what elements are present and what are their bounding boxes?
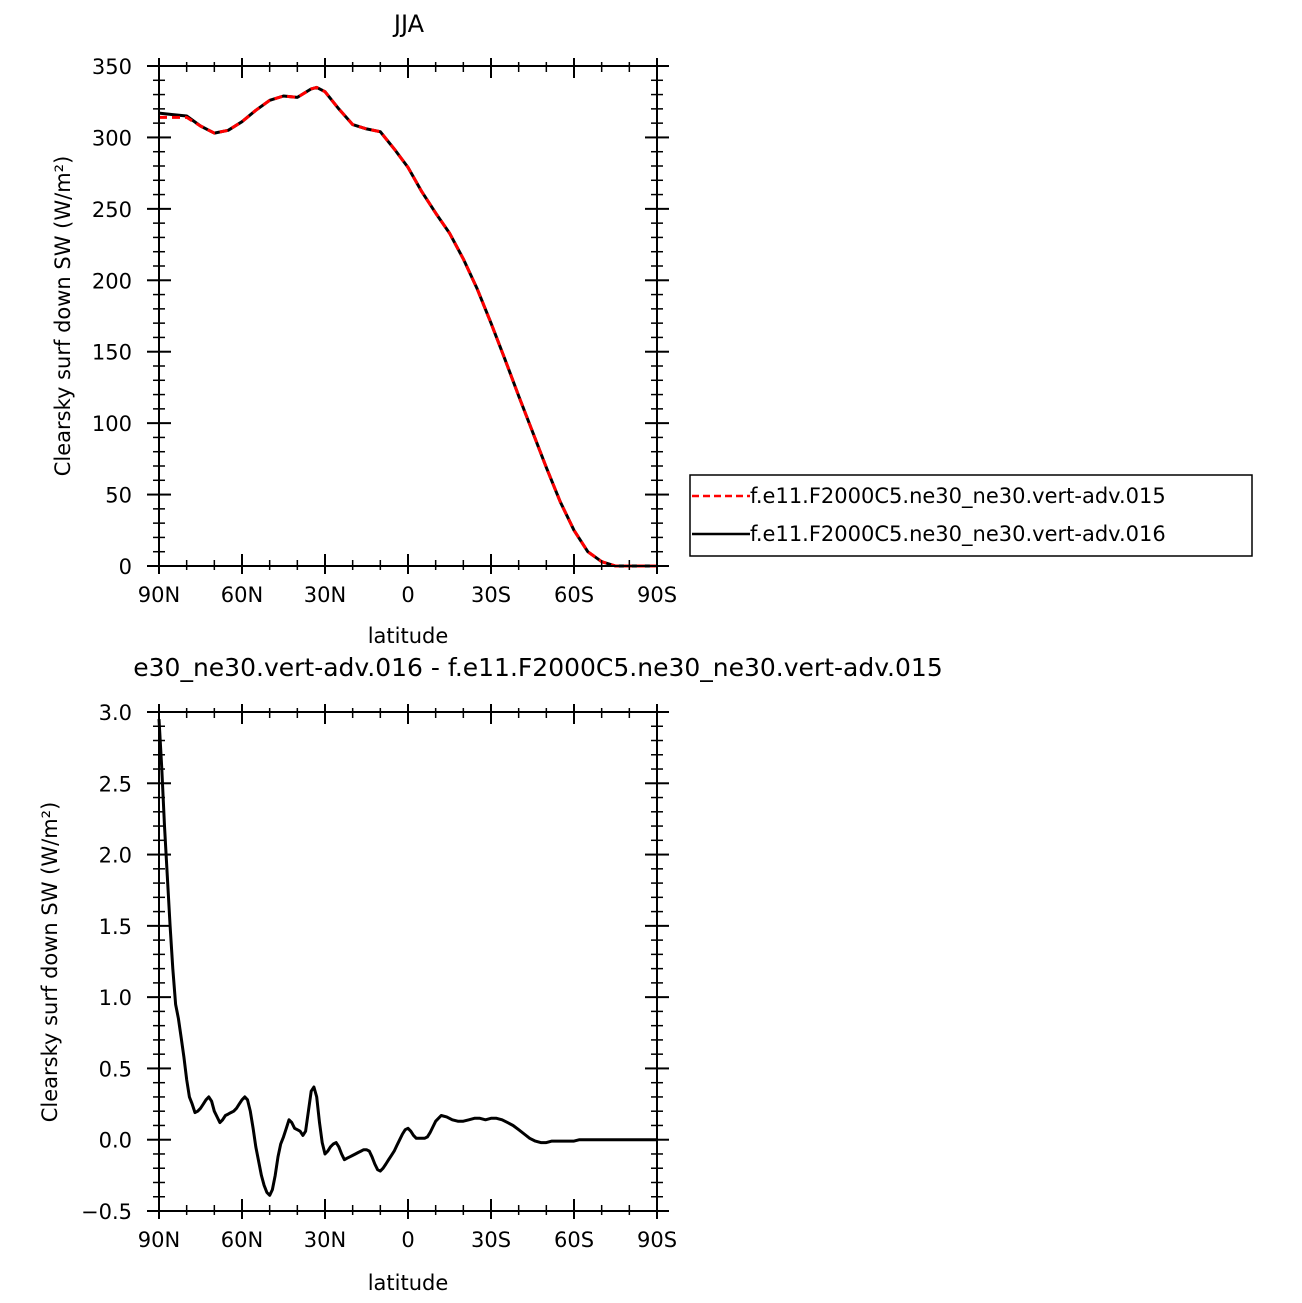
- top-panel-title: JJA: [392, 10, 425, 38]
- legend-box: [689, 474, 1253, 557]
- top-x-tick-label: 30S: [471, 583, 511, 607]
- bottom-y-tick-label: 2.5: [99, 772, 132, 796]
- legend-label-016: f.e11.F2000C5.ne30_ne30.vert-adv.016: [750, 522, 1166, 547]
- bottom-x-tick-label: 90S: [637, 1228, 677, 1252]
- bottom-x-tick-label: 30S: [471, 1228, 511, 1252]
- top-x-tick-label: 90S: [637, 583, 677, 607]
- bottom-panel: e30_ne30.vert-adv.016 - f.e11.F2000C5.ne…: [38, 653, 943, 1295]
- bottom-y-tick-label: 2.0: [99, 844, 132, 868]
- top-y-tick-label: 100: [92, 412, 132, 436]
- bottom-x-tick-label: 30N: [304, 1228, 346, 1252]
- bottom-y-tick-label: 1.0: [99, 986, 132, 1010]
- top-y-tick-label: 0: [119, 555, 132, 579]
- top-y-tick-label: 50: [105, 484, 132, 508]
- bottom-x-tick-label: 60N: [221, 1228, 263, 1252]
- legend-label-015: f.e11.F2000C5.ne30_ne30.vert-adv.015: [750, 484, 1166, 509]
- top-series-layer: [158, 85, 657, 568]
- top-plot-frame: [158, 65, 658, 567]
- top-series-line-1: [158, 85, 657, 568]
- top-series-line-0: [159, 85, 657, 568]
- top-y-tick-label: 200: [92, 269, 132, 293]
- top-y-tick-label: 250: [92, 198, 132, 222]
- bottom-y-tick-label: 3.0: [99, 701, 132, 725]
- top-x-tick-label: 90N: [138, 583, 180, 607]
- bottom-x-tick-label: 90N: [138, 1228, 180, 1252]
- top-x-axis-label: latitude: [368, 624, 449, 648]
- bottom-y-tick-label: 0.5: [99, 1057, 132, 1081]
- top-x-tick-label: 60N: [221, 583, 263, 607]
- top-y-tick-label: 150: [92, 341, 132, 365]
- bottom-plot-frame: [158, 711, 658, 1212]
- bottom-panel-title: e30_ne30.vert-adv.016 - f.e11.F2000C5.ne…: [133, 653, 942, 682]
- top-x-tick-label: 0: [401, 583, 414, 607]
- bottom-x-tick-label: 0: [401, 1228, 414, 1252]
- bottom-y-tick-label: 0.0: [99, 1129, 132, 1153]
- bottom-y-axis-label: Clearsky surf down SW (W/m²): [38, 802, 62, 1123]
- top-y-axis-label: Clearsky surf down SW (W/m²): [51, 156, 75, 477]
- bottom-x-axis-label: latitude: [368, 1271, 449, 1295]
- top-y-tick-label: 300: [92, 126, 132, 150]
- bottom-axes: 90N 60N 30N 0 30S 60S 90S −0.5 0.0 0.5 1.0 1.5 2.0 2.…: [81, 701, 677, 1252]
- legend: f.e11.F2000C5.ne30_ne30.vert-adv.015 f.e…: [689, 474, 1253, 557]
- bottom-y-tick-label: −0.5: [81, 1200, 132, 1224]
- top-panel: JJA 90N 60N 30N 0 30S 60S 90S 0 50 100 150 200 250 30…: [51, 10, 677, 648]
- top-axes: 90N 60N 30N 0 30S 60S 90S 0 50 100 150 200 250 300 350: [92, 55, 677, 607]
- bottom-y-tick-label: 1.5: [99, 915, 132, 939]
- top-y-tick-label: 350: [92, 55, 132, 79]
- top-x-tick-label: 60S: [554, 583, 594, 607]
- top-x-tick-label: 30N: [304, 583, 346, 607]
- bottom-x-tick-label: 60S: [554, 1228, 594, 1252]
- bottom-series-line-0: [157, 719, 657, 1197]
- bottom-series-layer: [157, 719, 657, 1197]
